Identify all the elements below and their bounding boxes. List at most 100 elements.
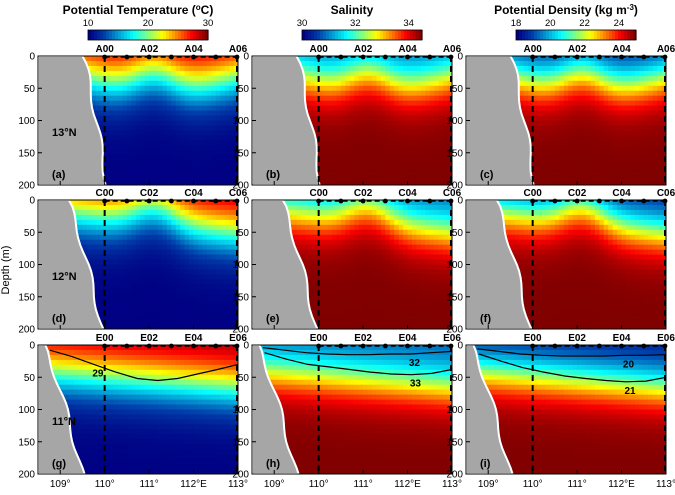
heatmap-cell (224, 80, 230, 87)
heatmap-cell (100, 319, 106, 325)
heatmap-cell (135, 140, 141, 147)
heatmap-cell (626, 160, 632, 166)
heatmap-cell (389, 135, 395, 142)
heatmap-cell (634, 60, 641, 67)
heatmap-cell (233, 160, 238, 166)
heatmap-cell (407, 120, 413, 127)
heatmap-cell (523, 85, 529, 92)
heatmap-cell (323, 175, 329, 181)
colorbar-cell (377, 30, 381, 40)
colorbar-cell (633, 30, 637, 40)
heatmap-cell (211, 294, 217, 300)
heatmap-cell (171, 244, 177, 251)
heatmap-cell (126, 145, 133, 151)
heatmap-cell (639, 165, 645, 171)
heatmap-cell (171, 314, 177, 320)
heatmap-cell (626, 170, 632, 176)
heatmap-cell (550, 130, 556, 137)
heatmap-cell (340, 125, 347, 132)
colorbar-cell (630, 30, 634, 40)
heatmap-cell (211, 304, 217, 310)
heatmap-cell (162, 180, 168, 185)
heatmap-cell (354, 85, 360, 92)
heatmap-cell (363, 180, 369, 185)
heatmap-cell (224, 314, 230, 320)
heatmap-cell (367, 150, 373, 156)
heatmap-cell (233, 130, 238, 137)
heatmap-cell (314, 125, 320, 132)
colorbar-cell (624, 30, 628, 40)
heatmap-cell (91, 80, 97, 87)
heatmap-cell (135, 279, 141, 286)
heatmap-cell (603, 95, 609, 102)
heatmap-cell (198, 244, 204, 251)
heatmap-cell (202, 65, 208, 72)
heatmap-cell (104, 145, 110, 151)
heatmap-cell (305, 85, 311, 92)
heatmap-cell (184, 125, 190, 132)
heatmap-cell (175, 224, 181, 231)
heatmap-cell (572, 80, 578, 87)
heatmap-cell (434, 100, 440, 107)
heatmap-cell (634, 95, 641, 102)
colorbar-cell (555, 30, 559, 40)
heatmap-cell (546, 65, 552, 72)
heatmap-cell (661, 130, 666, 137)
heatmap-cell (162, 204, 168, 211)
heatmap-cell (144, 80, 150, 87)
panel-label: (c) (480, 169, 494, 181)
heatmap-cell (198, 279, 204, 286)
heatmap-cell (594, 180, 601, 185)
heatmap-cell (563, 125, 569, 132)
heatmap-cell (412, 165, 418, 171)
heatmap-cell (434, 170, 440, 176)
heatmap-cell (554, 75, 561, 82)
heatmap-cell (519, 56, 525, 62)
heatmap-cell (434, 145, 440, 151)
heatmap-cell (135, 80, 141, 87)
heatmap-cell (572, 100, 578, 107)
heatmap-cell (372, 100, 378, 107)
heatmap-cell (202, 304, 208, 310)
colorbar-cell (540, 30, 544, 40)
heatmap-cell (603, 105, 609, 112)
heatmap-cell (175, 319, 181, 325)
heatmap-cell (153, 314, 159, 320)
heatmap-cell (104, 214, 110, 221)
heatmap-cell (652, 150, 658, 156)
heatmap-cell (661, 170, 666, 176)
heatmap-cell (193, 299, 199, 305)
heatmap-cell (189, 324, 195, 329)
heatmap-cell (198, 274, 204, 281)
heatmap-cell (140, 224, 146, 231)
heatmap-cell (140, 249, 146, 256)
heatmap-cell (519, 105, 525, 112)
heatmap-cell (220, 244, 226, 251)
heatmap-cell (372, 80, 378, 87)
heatmap-cell (599, 75, 605, 82)
heatmap-cell (184, 249, 190, 256)
heatmap-cell (621, 170, 627, 176)
heatmap-cell (171, 85, 177, 92)
heatmap-cell (122, 254, 128, 261)
heatmap-cell (100, 95, 106, 102)
heatmap-cell (211, 309, 217, 315)
heatmap-cell (233, 299, 238, 305)
heatmap-cell (608, 115, 614, 122)
heatmap-cell (546, 56, 552, 62)
heatmap-cell (345, 130, 351, 137)
heatmap-cell (193, 284, 199, 291)
heatmap-cell (215, 224, 221, 231)
heatmap-cell (153, 224, 159, 231)
heatmap-cell (78, 219, 84, 226)
heatmap-cell (340, 160, 347, 166)
station-marker (552, 54, 558, 60)
heatmap-cell (95, 264, 101, 271)
heatmap-cell (537, 75, 543, 82)
heatmap-cell (153, 75, 159, 82)
heatmap-cell (149, 140, 155, 147)
heatmap-cell (135, 229, 141, 236)
heatmap-cell (652, 175, 658, 181)
heatmap-cell (113, 75, 119, 82)
heatmap-cell (122, 100, 128, 107)
